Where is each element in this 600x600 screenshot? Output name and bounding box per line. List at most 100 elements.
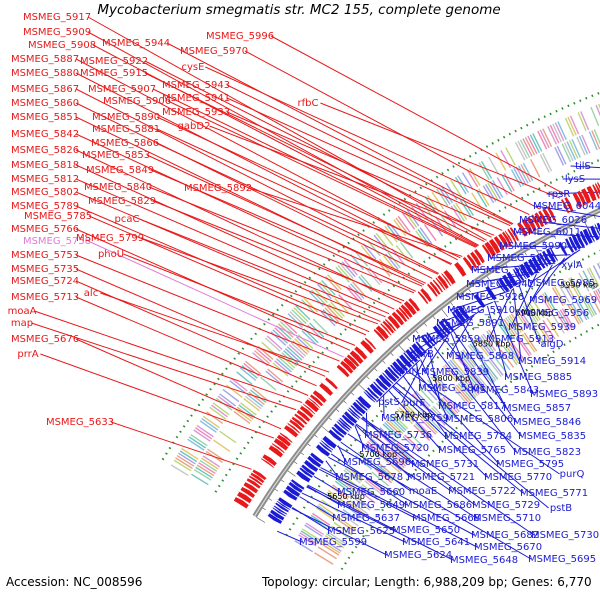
forward-gene-arrow (400, 303, 414, 318)
reverse-gene-arrow (319, 439, 335, 452)
forward-gene-arrow (319, 381, 335, 396)
forward-gene-arrow (262, 453, 279, 466)
reverse-gene-arrow (349, 404, 364, 418)
forward-gene-arrow (493, 234, 506, 251)
forward-gene-arrow (387, 314, 402, 329)
reverse-gene-label: MSMEG_5959 (471, 265, 539, 276)
forward-gene-labels: MSMEG_5917 MSMEG_5909 MSMEG_5908 MSMEG_5887… (8, 12, 319, 428)
forward-gene-arrow (373, 327, 387, 342)
map-title: Mycobacterium smegmatis str. MC2 155, co… (97, 2, 501, 18)
reverse-gene-label: MSMEG_5624 (384, 550, 452, 561)
reverse-gene-label: MSMEG_5721 (407, 472, 475, 483)
forward-gene-arrow (474, 247, 486, 264)
reverse-gene-label: purF (403, 398, 426, 409)
forward-gene-arrow (364, 336, 378, 351)
forward-gene-label: MSMEG_5860 (11, 98, 79, 109)
reverse-gene-arrow (372, 380, 386, 394)
forward-gene-label: MSMEG_5909 (23, 27, 91, 38)
reverse-gene-arrow (435, 322, 448, 338)
forward-gene-arrow (391, 310, 406, 326)
reverse-gene-arrow (582, 228, 593, 246)
reverse-gene-arrow (275, 500, 292, 511)
forward-gene-label: MSMEG_5906 (103, 96, 171, 107)
reverse-gene-label: purL (399, 366, 422, 377)
reverse-gene-arrow (586, 226, 595, 244)
reverse-gene-arrow (530, 256, 543, 273)
forward-gene-arrow (379, 322, 393, 337)
forward-gene-label: MSMEG_5944 (102, 38, 170, 49)
reverse-gene-arrow (473, 293, 486, 310)
reverse-gene-label: MSMEG_5668 (412, 513, 480, 524)
reverse-gene-arrow (335, 420, 350, 433)
forward-gene-label: MSMEG_5758 (23, 236, 91, 247)
reverse-gene-arrow (268, 509, 285, 522)
forward-gene-arrow (289, 418, 304, 431)
reverse-gene-label: MSMEG_5817 (438, 401, 506, 412)
forward-gene-arrow (594, 181, 600, 196)
forward-gene-label: map (11, 318, 33, 329)
gene-arrows (233, 180, 600, 525)
forward-gene-label: MSMEG_5842 (11, 129, 79, 140)
reverse-gene-arrow (398, 354, 413, 370)
reverse-gene-arrow (394, 358, 409, 373)
forward-gene-arrow (268, 444, 285, 458)
forward-gene-label: MSMEG_5676 (11, 334, 79, 345)
reverse-gene-arrow (438, 320, 451, 336)
reverse-gene-arrow (284, 485, 301, 498)
forward-gene-label: MSMEG_5633 (46, 417, 114, 428)
reverse-gene-arrow (327, 429, 342, 443)
reverse-gene-arrow (535, 253, 546, 271)
forward-gene-arrow (273, 437, 290, 451)
forward-gene-arrow (349, 349, 365, 364)
reverse-gene-label: MSMEG_5770 (484, 472, 552, 483)
reverse-gene-label: MSMEG_5729 (472, 500, 540, 511)
reverse-gene-arrow (594, 222, 600, 237)
forward-gene-label: MSMEG_5812 (11, 174, 79, 185)
reverse-gene-label: MSMEG_5720 (361, 443, 429, 454)
kbp-label: 5700 kbp (359, 450, 397, 459)
reverse-gene-arrow (402, 351, 415, 366)
reverse-gene-arrow (299, 464, 316, 477)
forward-gene-arrow (284, 424, 300, 438)
reverse-gene-arrow (410, 343, 425, 359)
reverse-gene-label: purQ (560, 469, 585, 480)
reverse-gene-label: MSMEG_5731 (411, 459, 479, 470)
reverse-gene-label: algD (541, 339, 564, 350)
reverse-gene-label: MSMEG_5975 (487, 253, 555, 264)
reverse-gene-label: MSMEG_5857 (503, 403, 571, 414)
reverse-gene-arrow (306, 455, 322, 469)
reverse-gene-label: MSMEG_5843 (471, 385, 539, 396)
forward-gene-label: MSMEG_5818 (11, 160, 79, 171)
reverse-gene-label: MSMEG_5637 (332, 513, 400, 524)
forward-gene-arrow (309, 393, 325, 407)
reverse-gene-arrow (441, 317, 454, 333)
reverse-gene-label: MSMEG_5650 (392, 525, 460, 536)
forward-gene-label: MSMEG_5943 (162, 80, 230, 91)
reverse-gene-arrow (431, 325, 446, 341)
kbp-label: 5650 kbp (327, 492, 365, 501)
forward-gene-arrow (481, 243, 493, 259)
forward-gene-arrow (443, 268, 457, 285)
reverse-gene-label: rpsR (548, 189, 571, 200)
forward-gene-label: gabD2 (178, 121, 211, 132)
forward-gene-arrow (346, 353, 361, 367)
forward-gene-arrow (509, 225, 520, 242)
forward-gene-arrow (395, 307, 409, 323)
reverse-gene-arrow (514, 266, 525, 283)
reverse-gene-arrow (383, 369, 398, 384)
reverse-gene-label: MSMEG_5625 (327, 526, 395, 537)
reverse-gene-label: MSMEG_5835 (518, 431, 586, 442)
reverse-gene-arrow (564, 237, 575, 255)
reverse-gene-label: MSMEG_5859 (412, 334, 480, 345)
forward-gene-label: MSMEG_5941 (162, 93, 230, 104)
reverse-gene-label: MSMEG_5969 (529, 295, 597, 306)
reverse-gene-label: MSMEG_5910 (447, 305, 515, 316)
reverse-gene-arrow (332, 423, 347, 437)
forward-gene-arrow (340, 359, 355, 374)
reverse-gene-arrow (505, 271, 518, 288)
reverse-gene-label: MSMEG_5985 (527, 278, 595, 289)
reverse-gene-label: MSMEG_5868 (446, 351, 514, 362)
reverse-gene-arrow (281, 489, 298, 502)
forward-gene-label: MSMEG_5766 (11, 224, 79, 235)
genome-backbone (252, 207, 600, 518)
